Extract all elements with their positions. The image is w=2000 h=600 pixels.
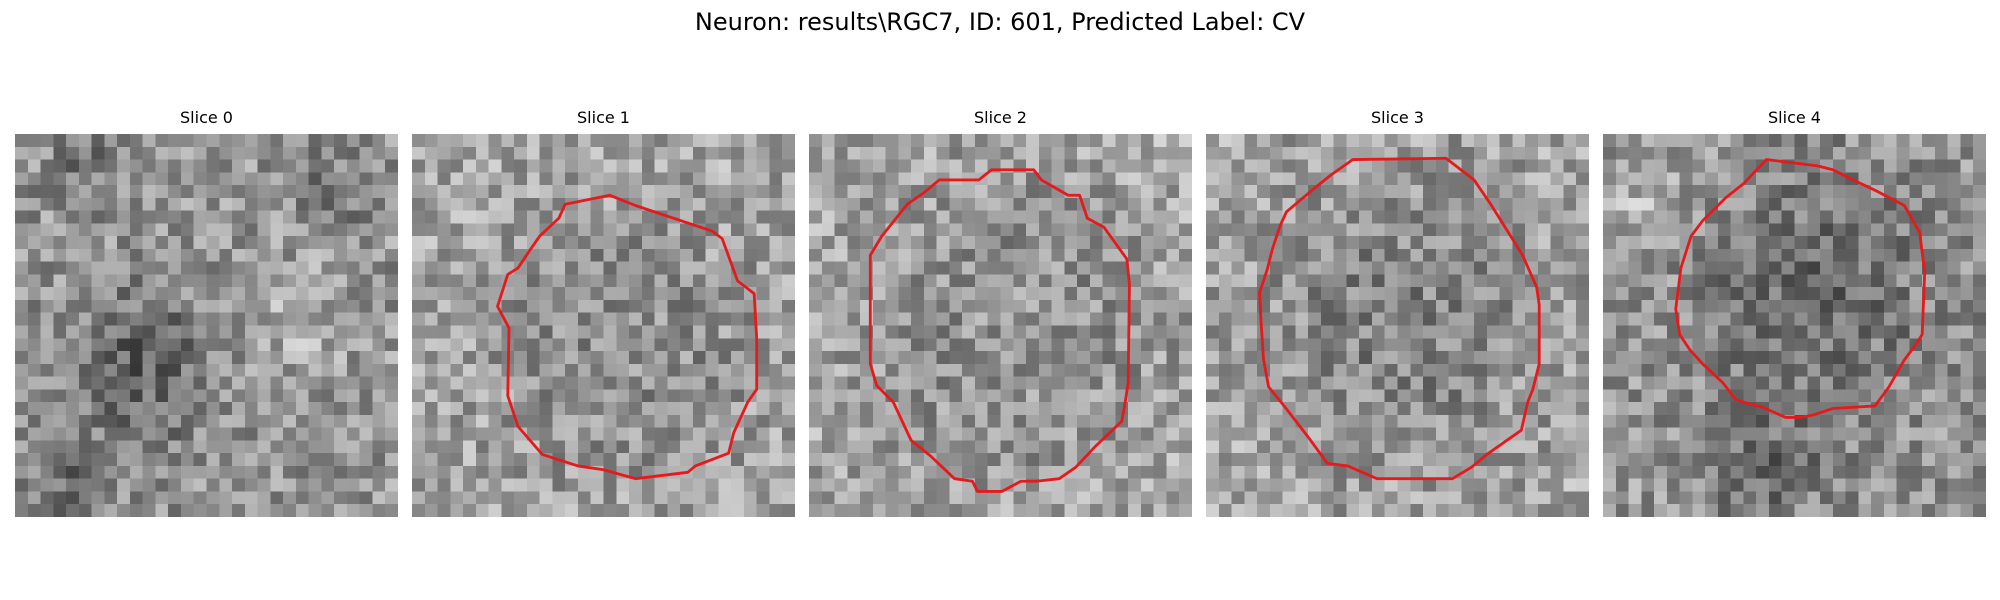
slice-title: Slice 4 (1603, 108, 1986, 128)
slice-image (412, 134, 795, 517)
slice-panel-3: Slice 3 (1206, 108, 1589, 517)
slice-image (1206, 134, 1589, 517)
slice-panel-0: Slice 0 (15, 108, 398, 517)
figure-title: Neuron: results\RGC7, ID: 601, Predicted… (0, 6, 2000, 38)
slice-title: Slice 1 (412, 108, 795, 128)
slice-image (809, 134, 1192, 517)
slice-title: Slice 3 (1206, 108, 1589, 128)
slice-panel-1: Slice 1 (412, 108, 795, 517)
slice-image (1603, 134, 1986, 517)
slice-panel-4: Slice 4 (1603, 108, 1986, 517)
slice-title: Slice 0 (15, 108, 398, 128)
slice-image (15, 134, 398, 517)
slice-title: Slice 2 (809, 108, 1192, 128)
slice-panel-2: Slice 2 (809, 108, 1192, 517)
